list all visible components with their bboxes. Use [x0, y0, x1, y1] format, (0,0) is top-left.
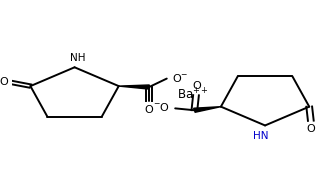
Text: Ba$^{++}$: Ba$^{++}$	[177, 87, 209, 102]
Text: HN: HN	[253, 131, 269, 141]
Text: O: O	[145, 105, 154, 115]
Text: $^{-}$O: $^{-}$O	[153, 101, 170, 113]
Text: NH: NH	[70, 53, 86, 63]
Text: O: O	[0, 77, 8, 87]
Text: O: O	[192, 81, 201, 91]
Text: O$^{-}$: O$^{-}$	[172, 72, 189, 84]
Polygon shape	[119, 85, 149, 89]
Polygon shape	[193, 107, 221, 112]
Text: O: O	[306, 125, 315, 135]
